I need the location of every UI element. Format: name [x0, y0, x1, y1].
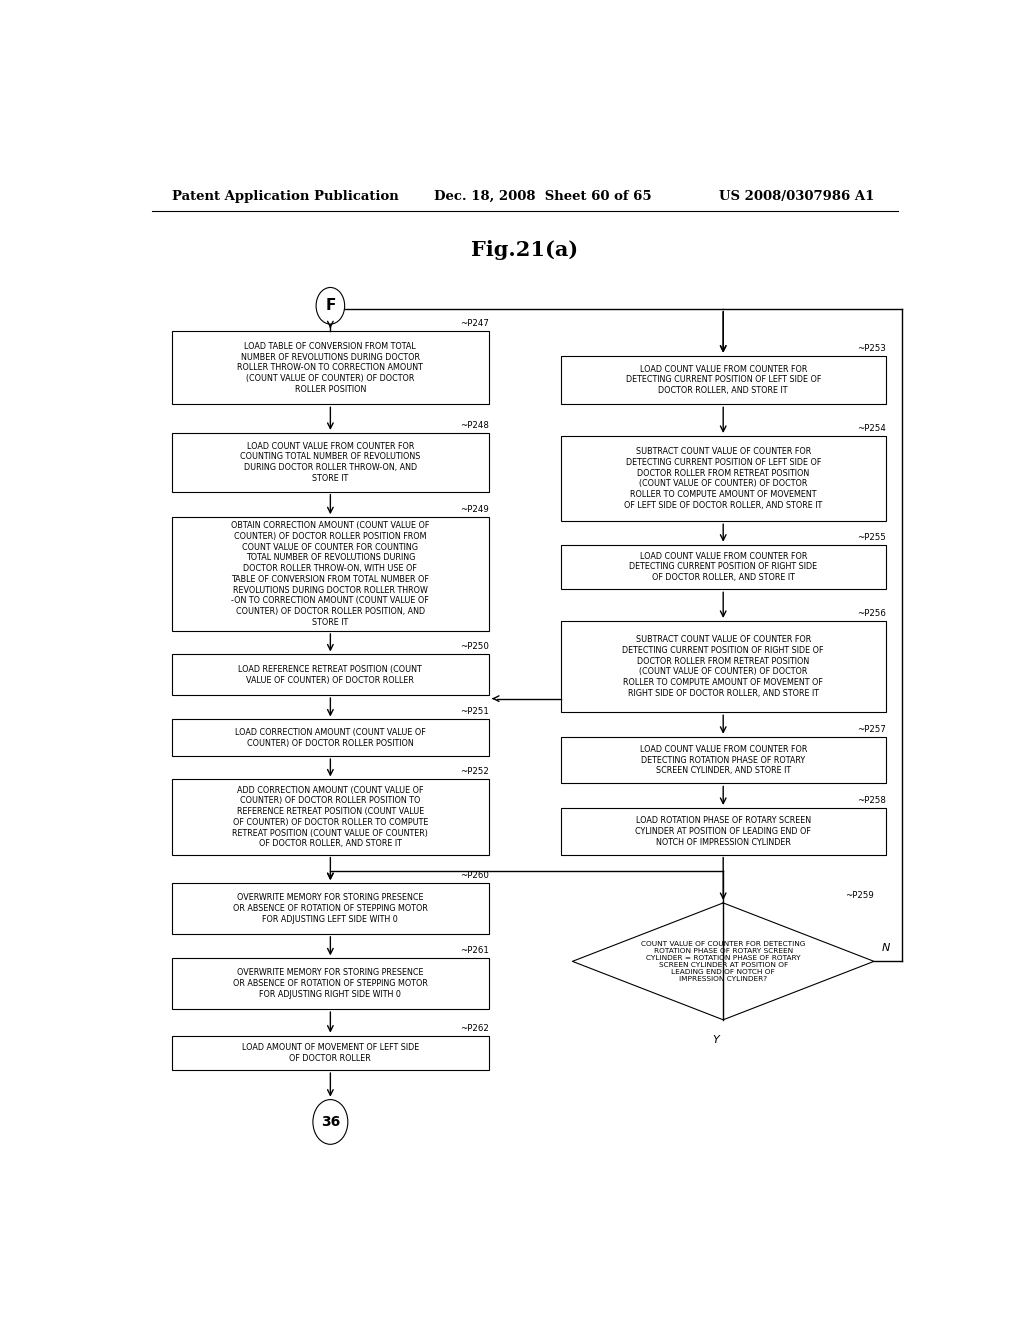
Text: ~P262: ~P262 [460, 1023, 489, 1032]
Circle shape [316, 288, 345, 325]
Text: ~P257: ~P257 [857, 725, 886, 734]
Text: LOAD TABLE OF CONVERSION FROM TOTAL
NUMBER OF REVOLUTIONS DURING DOCTOR
ROLLER T: LOAD TABLE OF CONVERSION FROM TOTAL NUMB… [238, 342, 423, 393]
FancyBboxPatch shape [172, 655, 489, 696]
FancyBboxPatch shape [560, 737, 886, 784]
Text: ~P260: ~P260 [460, 871, 489, 880]
FancyBboxPatch shape [560, 545, 886, 589]
Circle shape [313, 1100, 348, 1144]
Polygon shape [572, 903, 873, 1020]
Text: LOAD REFERENCE RETREAT POSITION (COUNT
VALUE OF COUNTER) OF DOCTOR ROLLER: LOAD REFERENCE RETREAT POSITION (COUNT V… [239, 665, 422, 685]
Text: LOAD COUNT VALUE FROM COUNTER FOR
COUNTING TOTAL NUMBER OF REVOLUTIONS
DURING DO: LOAD COUNT VALUE FROM COUNTER FOR COUNTI… [241, 442, 421, 483]
Text: ~P261: ~P261 [460, 946, 489, 956]
Text: ~P248: ~P248 [460, 421, 489, 430]
Text: ADD CORRECTION AMOUNT (COUNT VALUE OF
COUNTER) OF DOCTOR ROLLER POSITION TO
REFE: ADD CORRECTION AMOUNT (COUNT VALUE OF CO… [232, 785, 428, 849]
FancyBboxPatch shape [172, 433, 489, 492]
Text: F: F [326, 298, 336, 313]
Text: ~P258: ~P258 [857, 796, 886, 805]
Text: ~P253: ~P253 [857, 343, 886, 352]
Text: ~P251: ~P251 [460, 708, 489, 717]
Text: SUBTRACT COUNT VALUE OF COUNTER FOR
DETECTING CURRENT POSITION OF RIGHT SIDE OF
: SUBTRACT COUNT VALUE OF COUNTER FOR DETE… [623, 635, 824, 698]
FancyBboxPatch shape [560, 436, 886, 521]
FancyBboxPatch shape [172, 719, 489, 756]
Text: Y: Y [712, 1035, 719, 1045]
Text: ~P247: ~P247 [460, 319, 489, 329]
Text: LOAD CORRECTION AMOUNT (COUNT VALUE OF
COUNTER) OF DOCTOR ROLLER POSITION: LOAD CORRECTION AMOUNT (COUNT VALUE OF C… [234, 727, 426, 747]
Text: SUBTRACT COUNT VALUE OF COUNTER FOR
DETECTING CURRENT POSITION OF LEFT SIDE OF
D: SUBTRACT COUNT VALUE OF COUNTER FOR DETE… [624, 447, 822, 510]
FancyBboxPatch shape [560, 808, 886, 854]
Text: ~P249: ~P249 [461, 506, 489, 515]
Text: 36: 36 [321, 1115, 340, 1129]
Text: LOAD AMOUNT OF MOVEMENT OF LEFT SIDE
OF DOCTOR ROLLER: LOAD AMOUNT OF MOVEMENT OF LEFT SIDE OF … [242, 1043, 419, 1063]
Text: Patent Application Publication: Patent Application Publication [172, 190, 398, 202]
Text: ~P259: ~P259 [845, 891, 873, 900]
Text: Fig.21(a): Fig.21(a) [471, 240, 579, 260]
Text: N: N [882, 944, 890, 953]
FancyBboxPatch shape [172, 779, 489, 854]
FancyBboxPatch shape [560, 620, 886, 713]
Text: ~P250: ~P250 [460, 643, 489, 651]
Text: Dec. 18, 2008  Sheet 60 of 65: Dec. 18, 2008 Sheet 60 of 65 [433, 190, 651, 202]
FancyBboxPatch shape [172, 331, 489, 404]
Text: OVERWRITE MEMORY FOR STORING PRESENCE
OR ABSENCE OF ROTATION OF STEPPING MOTOR
F: OVERWRITE MEMORY FOR STORING PRESENCE OR… [232, 969, 428, 999]
Text: US 2008/0307986 A1: US 2008/0307986 A1 [719, 190, 874, 202]
FancyBboxPatch shape [172, 517, 489, 631]
Text: ~P254: ~P254 [857, 424, 886, 433]
FancyBboxPatch shape [172, 1036, 489, 1071]
Text: ~P255: ~P255 [857, 532, 886, 541]
FancyBboxPatch shape [560, 355, 886, 404]
Text: ~P252: ~P252 [460, 767, 489, 776]
Text: COUNT VALUE OF COUNTER FOR DETECTING
ROTATION PHASE OF ROTARY SCREEN
CYLINDER = : COUNT VALUE OF COUNTER FOR DETECTING ROT… [641, 941, 806, 982]
Text: OBTAIN CORRECTION AMOUNT (COUNT VALUE OF
COUNTER) OF DOCTOR ROLLER POSITION FROM: OBTAIN CORRECTION AMOUNT (COUNT VALUE OF… [231, 521, 429, 627]
FancyBboxPatch shape [172, 883, 489, 935]
Text: OVERWRITE MEMORY FOR STORING PRESENCE
OR ABSENCE OF ROTATION OF STEPPING MOTOR
F: OVERWRITE MEMORY FOR STORING PRESENCE OR… [232, 894, 428, 924]
Text: LOAD ROTATION PHASE OF ROTARY SCREEN
CYLINDER AT POSITION OF LEADING END OF
NOTC: LOAD ROTATION PHASE OF ROTARY SCREEN CYL… [635, 816, 811, 846]
Text: LOAD COUNT VALUE FROM COUNTER FOR
DETECTING ROTATION PHASE OF ROTARY
SCREEN CYLI: LOAD COUNT VALUE FROM COUNTER FOR DETECT… [640, 744, 807, 775]
Text: LOAD COUNT VALUE FROM COUNTER FOR
DETECTING CURRENT POSITION OF LEFT SIDE OF
DOC: LOAD COUNT VALUE FROM COUNTER FOR DETECT… [626, 364, 821, 395]
FancyBboxPatch shape [172, 958, 489, 1008]
Text: LOAD COUNT VALUE FROM COUNTER FOR
DETECTING CURRENT POSITION OF RIGHT SIDE
OF DO: LOAD COUNT VALUE FROM COUNTER FOR DETECT… [629, 552, 817, 582]
Text: ~P256: ~P256 [857, 609, 886, 618]
